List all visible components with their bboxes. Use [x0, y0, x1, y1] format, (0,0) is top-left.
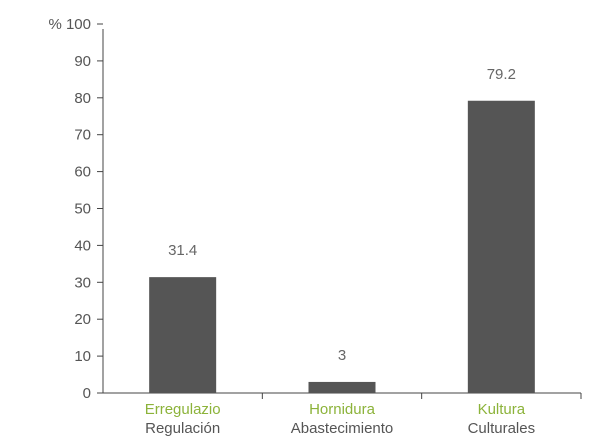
y-axis-ticks: 0 10 20 30 40 50 60 70 80 90 % 100: [48, 16, 103, 402]
y-tick-label: 30: [74, 274, 91, 291]
y-axis: 0 10 20 30 40 50 60 70 80 90 % 100: [48, 16, 104, 402]
y-tick-label: % 100: [48, 16, 91, 33]
x-tick-label-basque: Erregulazio: [145, 401, 221, 418]
bar: [149, 277, 217, 393]
y-tick-label: 0: [83, 385, 91, 402]
x-tick-label-spanish: Abastecimiento: [291, 420, 394, 436]
data-label: 31.4: [168, 242, 197, 259]
bar: [308, 381, 376, 393]
y-tick-label: 90: [74, 53, 91, 70]
y-tick-label: 20: [74, 311, 91, 328]
bar: [467, 100, 535, 393]
y-tick-label: 80: [74, 90, 91, 107]
x-tick-label-spanish: Culturales: [468, 420, 536, 436]
bars: [149, 100, 535, 393]
category-labels: Erregulazio Regulación Hornidura Abastecimi…: [145, 401, 535, 436]
y-tick-label: 10: [74, 348, 91, 365]
y-tick-label: 60: [74, 164, 91, 181]
y-tick-label: 50: [74, 201, 91, 218]
x-axis-ticks: [261, 393, 582, 399]
x-tick-label-spanish: Regulación: [145, 420, 220, 436]
value-labels: 31.4 3 79.2: [168, 66, 516, 364]
y-tick-label: 70: [74, 127, 91, 144]
x-axis: [103, 392, 582, 399]
data-label: 3: [338, 347, 346, 364]
x-tick-label-basque: Hornidura: [309, 401, 376, 418]
x-tick-label-basque: Kultura: [478, 401, 526, 418]
data-label: 79.2: [487, 66, 516, 83]
y-tick-label: 40: [74, 237, 91, 254]
